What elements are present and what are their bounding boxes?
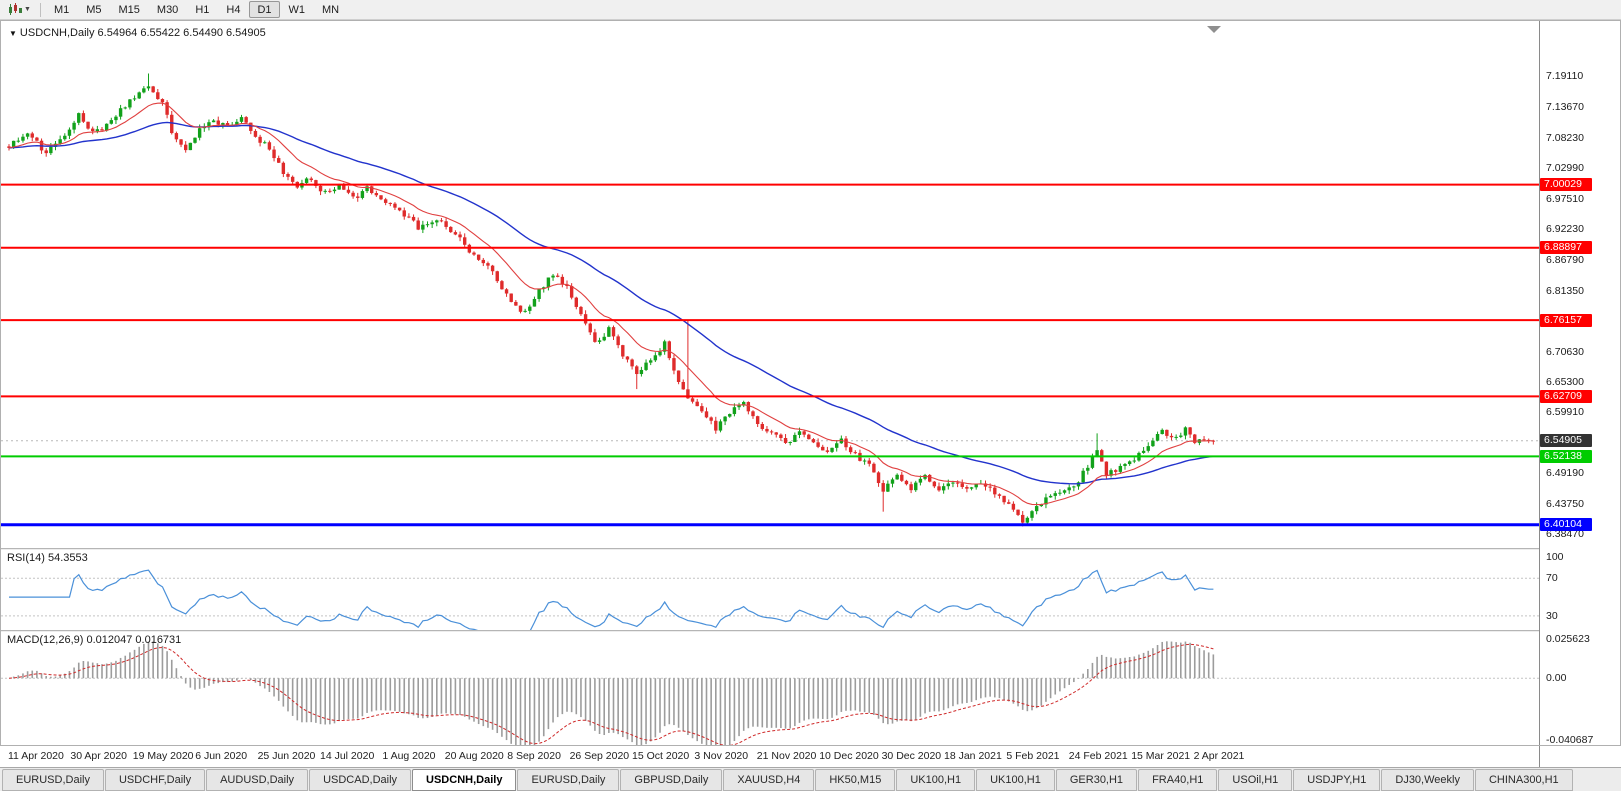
date-axis-label: 19 May 2020	[132, 750, 194, 762]
level-price-tag: 6.88897	[1540, 241, 1592, 255]
date-axis-label: 21 Nov 2020	[756, 750, 817, 762]
tab-usdchf-daily-1[interactable]: USDCHF,Daily	[104, 769, 206, 791]
tab-usoil-h1-13[interactable]: USOil,H1	[1218, 769, 1293, 791]
price-axis[interactable]: 7.19110 7.13670 7.08230 7.02990 6.97510 6.922…	[1539, 21, 1620, 746]
symbol-tabs: EURUSD,Daily USDCHF,Daily AUDUSD,Daily USDC…	[0, 767, 1621, 791]
timeframe-button-h4[interactable]: H4	[226, 4, 241, 16]
tab-usdjpy-h1-14[interactable]: USDJPY,H1	[1293, 769, 1381, 791]
level-price-tag: 7.00029	[1540, 178, 1592, 192]
timeframe-toolbar: ▼ M1 M5 M15 M30 H1 H4 D1 W1 MN	[0, 0, 1621, 20]
date-axis-label: 14 Jul 2020	[320, 750, 375, 762]
tab-hk50-m15-8[interactable]: HK50,M15	[815, 769, 896, 791]
date-axis-label: 25 Jun 2020	[257, 750, 316, 762]
date-axis-label: 2 Apr 2021	[1193, 750, 1245, 762]
rsi-indicator-chart[interactable]	[1, 550, 1539, 630]
current-price-tag: 6.54905	[1540, 434, 1592, 448]
chart-shift-marker	[1207, 26, 1221, 33]
date-axis-label: 18 Jan 2021	[944, 750, 1002, 762]
price-axis-label: 6.59910	[1546, 406, 1584, 419]
candlestick-icon	[9, 3, 22, 15]
chart-legend: ▼ USDCNH,Daily 6.54964 6.55422 6.54490 6.…	[9, 27, 266, 39]
price-axis-label: 7.19110	[1546, 70, 1584, 83]
rsi-axis-label: 100	[1546, 551, 1564, 563]
price-axis-label: 6.81350	[1546, 284, 1584, 297]
timeframe-button-d1[interactable]: D1	[249, 1, 280, 18]
macd-axis-label: 0.025623	[1546, 633, 1590, 645]
tab-dj30-weekly-15[interactable]: DJ30,Weekly	[1381, 769, 1474, 791]
chart-legend-text: USDCNH,Daily 6.54964 6.55422 6.54490 6.5…	[19, 27, 266, 39]
date-axis-label: 15 Mar 2021	[1131, 750, 1191, 762]
chevron-down-icon: ▼	[24, 6, 31, 13]
chart-type-icon[interactable]: ▼	[4, 1, 35, 19]
price-axis-label: 7.13670	[1546, 101, 1584, 114]
timeframe-buttons: M1 M5 M15 M30 H1 H4 D1 W1 MN	[46, 1, 347, 18]
tab-ger30-h1-11[interactable]: GER30,H1	[1055, 769, 1138, 791]
price-axis-label: 6.49190	[1546, 467, 1584, 480]
level-price-tag: 6.52138	[1540, 449, 1592, 463]
macd-label: MACD(12,26,9) 0.012047 0.016731	[7, 634, 182, 646]
tab-uk100-h1-10[interactable]: UK100,H1	[976, 769, 1055, 791]
date-axis-label: 3 Nov 2020	[694, 750, 749, 762]
price-axis-label: 7.02990	[1546, 161, 1584, 174]
date-axis-label: 24 Feb 2021	[1068, 750, 1128, 762]
tab-usdcad-daily-3[interactable]: USDCAD,Daily	[309, 769, 412, 791]
date-axis-label: 30 Dec 2020	[881, 750, 942, 762]
rsi-label: RSI(14) 54.3553	[7, 552, 88, 564]
date-axis-label: 6 Jun 2020	[195, 750, 248, 762]
level-price-tag: 6.62709	[1540, 389, 1592, 403]
price-axis-label: 6.70630	[1546, 345, 1584, 358]
price-axis-label: 6.65300	[1546, 375, 1584, 388]
timeframe-button-m30[interactable]: M30	[156, 4, 179, 16]
date-axis-label: 5 Feb 2021	[1006, 750, 1060, 762]
date-axis-label: 1 Aug 2020	[382, 750, 436, 762]
date-axis-label: 8 Sep 2020	[507, 750, 561, 762]
macd-axis-label: -0.040687	[1546, 734, 1594, 746]
tab-gbpusd-daily-6[interactable]: GBPUSD,Daily	[620, 769, 723, 791]
tab-audusd-daily-2[interactable]: AUDUSD,Daily	[206, 769, 309, 791]
tab-eurusd-daily-0[interactable]: EURUSD,Daily	[2, 769, 104, 791]
timeframe-button-w1[interactable]: W1	[288, 4, 306, 16]
date-axis-label: 26 Sep 2020	[569, 750, 630, 762]
timeframe-button-mn[interactable]: MN	[322, 4, 340, 16]
timeframe-button-m1[interactable]: M1	[53, 4, 70, 16]
level-price-tag: 6.76157	[1540, 313, 1592, 327]
price-axis-label: 6.43750	[1546, 498, 1584, 510]
price-axis-label: 7.08230	[1546, 132, 1584, 144]
rsi-axis-label: 30	[1546, 609, 1558, 622]
symbol-dropdown-icon: ▼	[9, 29, 17, 38]
price-axis-label: 6.92230	[1546, 222, 1584, 235]
tab-usdcnh-daily-4[interactable]: USDCNH,Daily	[412, 769, 517, 791]
panel-divider[interactable]	[1, 548, 1620, 550]
main-price-chart[interactable]	[1, 23, 1539, 548]
date-axis[interactable]: 11 Apr 2020 30 Apr 2020 19 May 2020 6 Jun 2…	[0, 746, 1621, 767]
tab-uk100-h1-9[interactable]: UK100,H1	[896, 769, 976, 791]
rsi-axis-label: 70	[1546, 572, 1558, 585]
macd-indicator-chart[interactable]	[1, 632, 1539, 745]
tab-fra40-h1-12[interactable]: FRA40,H1	[1138, 769, 1218, 791]
tab-xauusd-h4-7[interactable]: XAUUSD,H4	[723, 769, 815, 791]
panel-divider[interactable]	[1, 630, 1620, 632]
timeframe-button-h1[interactable]: H1	[195, 4, 210, 16]
price-axis-label: 6.86790	[1546, 253, 1584, 266]
date-axis-label: 11 Apr 2020	[8, 750, 64, 762]
macd-axis-label: 0.00	[1546, 672, 1567, 685]
price-axis-label: 6.97510	[1546, 192, 1584, 205]
tab-eurusd-daily-5[interactable]: EURUSD,Daily	[517, 769, 620, 791]
axis-divider-line	[1539, 746, 1540, 767]
timeframe-button-m5[interactable]: M5	[86, 4, 102, 16]
date-axis-label: 15 Oct 2020	[632, 750, 690, 762]
date-axis-label: 20 Aug 2020	[444, 750, 504, 762]
timeframe-button-m15[interactable]: M15	[118, 4, 140, 16]
toolbar-separator	[39, 2, 41, 17]
date-axis-label: 10 Dec 2020	[819, 750, 879, 762]
chart-window: ▼ USDCNH,Daily 6.54964 6.55422 6.54490 6.…	[0, 20, 1621, 746]
tab-china300-h1-16[interactable]: CHINA300,H1	[1474, 769, 1573, 791]
level-price-tag: 6.40104	[1540, 518, 1592, 532]
date-axis-label: 30 Apr 2020	[70, 750, 128, 762]
